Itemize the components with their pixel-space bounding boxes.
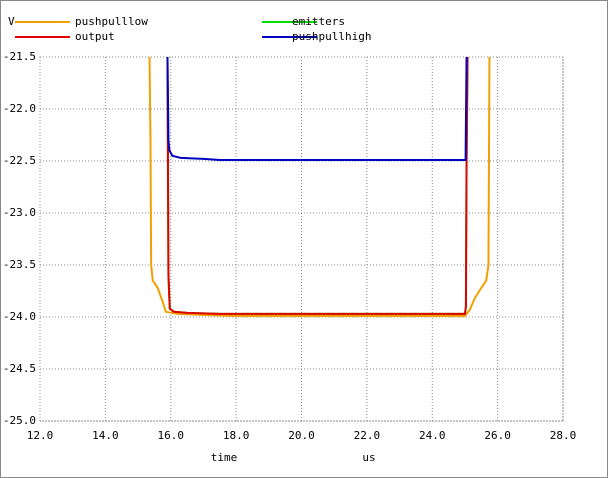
legend-label: pushpulllow — [75, 15, 148, 28]
legend-label: emitters — [292, 15, 345, 28]
x-tick-label: 24.0 — [419, 429, 446, 442]
y-tick-label: -23.0 — [3, 206, 36, 219]
y-tick-label: -21.5 — [3, 50, 36, 63]
legend-label: output — [75, 30, 115, 43]
x-tick-label: 26.0 — [484, 429, 511, 442]
y-axis-label: V — [8, 15, 15, 28]
y-tick-label: -23.5 — [3, 258, 36, 271]
plot-area — [148, 57, 491, 317]
x-tick-label: 12.0 — [27, 429, 54, 442]
y-tick-label: -24.0 — [3, 310, 36, 323]
x-axis-unit: us — [362, 451, 375, 464]
x-tick-label: 18.0 — [223, 429, 250, 442]
y-tick-label: -22.0 — [3, 102, 36, 115]
x-tick-label: 14.0 — [92, 429, 119, 442]
y-tick-label: -25.0 — [3, 414, 36, 427]
series-line — [166, 57, 468, 161]
x-tick-label: 22.0 — [354, 429, 381, 442]
series-line — [148, 57, 491, 317]
x-axis-label: time — [211, 451, 238, 464]
x-tick-label: 28.0 — [550, 429, 577, 442]
plot-border — [39, 56, 564, 422]
x-tick-label: 20.0 — [288, 429, 315, 442]
x-tick-label: 16.0 — [158, 429, 185, 442]
y-tick-label: -22.5 — [3, 154, 36, 167]
legend-label: pushpullhigh — [292, 30, 371, 43]
y-tick-label: -24.5 — [3, 362, 36, 375]
series-line — [166, 57, 469, 315]
